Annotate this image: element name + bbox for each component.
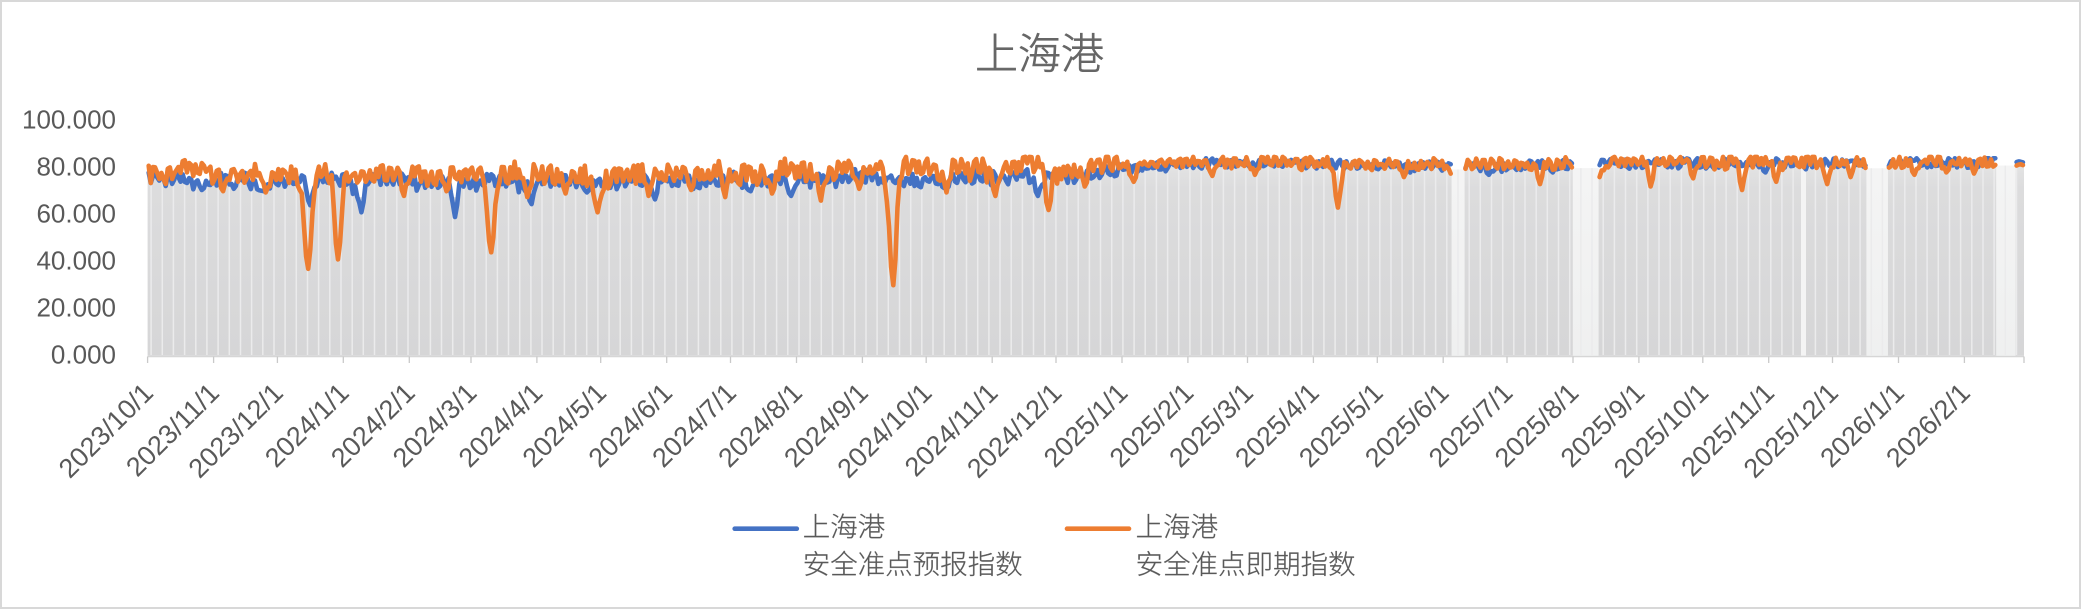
svg-text:60.000: 60.000 [36, 199, 116, 229]
svg-text:0.000: 0.000 [51, 340, 116, 370]
svg-text:40.000: 40.000 [36, 246, 116, 276]
svg-text:20.000: 20.000 [36, 293, 116, 323]
svg-text:100.000: 100.000 [22, 105, 116, 135]
svg-text:80.000: 80.000 [36, 152, 116, 182]
